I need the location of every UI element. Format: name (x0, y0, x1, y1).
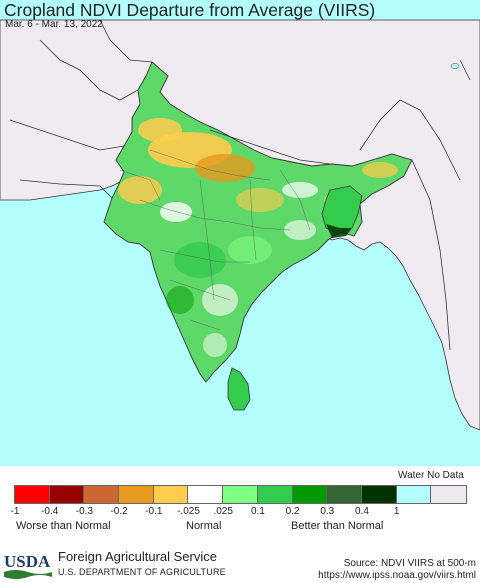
map-title: Cropland NDVI Departure from Average (VI… (4, 0, 376, 20)
legend-tick-label: .025 (213, 506, 233, 517)
legend-swatch (84, 486, 120, 503)
legend-swatch (327, 486, 362, 503)
legend-water-label: Water (398, 470, 425, 481)
legend-swatch (119, 486, 154, 503)
legend-swatch (15, 486, 50, 503)
legend-swatch (188, 486, 224, 503)
legend-swatch (153, 486, 189, 503)
footer: USDA Foreign Agricultural Service U.S. D… (0, 546, 480, 583)
legend-swatch (361, 486, 397, 503)
usda-logo-text: USDA (4, 552, 51, 571)
legend-swatch (431, 486, 466, 503)
legend-nodata-label: No Data (427, 470, 464, 481)
lake-icon (450, 63, 460, 69)
legend-water-nodata-label: Water No Data (398, 470, 464, 481)
legend: Water No Data -1 -0.4 -0.3 -0.2 -0.1 -.025 .02… (0, 466, 480, 546)
legend-tick-label: -.025 (177, 506, 200, 517)
legend-swatch (396, 486, 432, 503)
legend-swatch (292, 486, 328, 503)
india-ndvi-map (0, 0, 480, 470)
legend-tick-label: -1 (10, 506, 20, 517)
legend-swatch (223, 486, 258, 503)
country-borders (9, 19, 471, 351)
usda-logo: USDA (4, 552, 52, 579)
source-url[interactable]: https://www.ipss.noaa.gov/viirs.html (318, 570, 476, 581)
legend-swatch (49, 486, 85, 503)
legend-tick-label: 0.3 (320, 506, 335, 517)
legend-tick-label: 0.2 (285, 506, 300, 517)
ndvi-patches (118, 118, 398, 357)
legend-tick-label: 0.1 (250, 506, 265, 517)
legend-swatches (14, 485, 467, 504)
source-line-1: Source: NDVI VIIRS at 500-m (343, 558, 476, 569)
legend-tick-label: 1 (393, 506, 400, 517)
state-borders (119, 149, 311, 331)
legend-tick-label: -0.2 (110, 506, 128, 517)
legend-tick-label: -0.3 (75, 506, 94, 517)
legend-caption-worse: Worse than Normal (16, 520, 111, 532)
department-name: U.S. DEPARTMENT OF AGRICULTURE (58, 567, 226, 577)
bangladesh-delta (326, 224, 352, 238)
legend-caption-normal: Normal (186, 520, 222, 532)
agency-name: Foreign Agricultural Service (58, 549, 217, 564)
legend-tick-label: -0.4 (41, 506, 59, 517)
legend-swatch (257, 486, 293, 503)
date-range: Mar. 6 - Mar. 13, 2022 (5, 19, 103, 30)
legend-caption-better: Better than Normal (291, 520, 384, 532)
sri-lanka (227, 367, 251, 411)
legend-tick-label: 0.4 (355, 506, 369, 517)
legend-tick-label: -0.1 (145, 506, 163, 517)
